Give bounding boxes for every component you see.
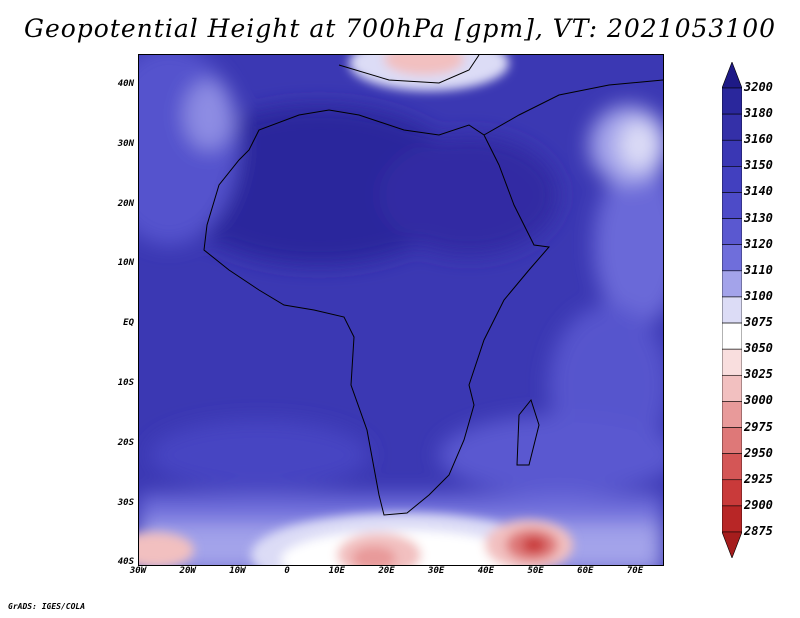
colorbar-level-label: 3130	[744, 210, 773, 225]
colorbar-swatch	[722, 166, 742, 193]
lon-label: 0	[284, 566, 290, 576]
colorbar-swatch	[722, 401, 742, 428]
colorbar-swatch	[722, 113, 742, 141]
colorbar-swatch	[722, 479, 742, 507]
colorbar-swatch	[722, 531, 742, 558]
lat-label: EQ	[123, 318, 134, 329]
colorbar-level-label: 3025	[744, 367, 773, 382]
colorbar-swatch	[722, 192, 742, 219]
lat-label: 10N	[117, 258, 134, 269]
colorbar-level-label: 3180	[744, 106, 773, 121]
colorbar-level-label: 3050	[744, 341, 773, 356]
colorbar-level-label: 3100	[744, 288, 773, 303]
lon-label: 60E	[577, 566, 594, 576]
lat-label: 20N	[117, 198, 134, 209]
lon-label: 30E	[428, 566, 445, 576]
colorbar-level-label: 2975	[744, 419, 773, 434]
lon-label: 50E	[527, 566, 544, 576]
colorbar-level-label: 2950	[744, 445, 773, 460]
lon-label: 20E	[378, 566, 395, 576]
colorbar-swatch	[722, 505, 742, 533]
lat-label: 10S	[117, 378, 134, 388]
colorbar-level-label: 3075	[744, 315, 773, 330]
colorbar-level-label: 3150	[744, 158, 773, 173]
colorbar-level-label: 2925	[744, 471, 773, 486]
colorbar-swatch	[722, 427, 742, 454]
footer-credit: GrADS: IGES/COLA	[8, 602, 86, 611]
lat-label: 40S	[117, 557, 134, 568]
lon-label: 40E	[477, 566, 495, 576]
lon-label: 10E	[328, 566, 345, 576]
colorbar	[722, 62, 742, 558]
colorbar-level-label: 3160	[744, 132, 773, 147]
indian-ocean-band	[594, 165, 663, 325]
colorbar-swatch	[722, 348, 742, 376]
lon-label: 30W	[129, 566, 147, 576]
lon-label: 10W	[229, 566, 246, 576]
colorbar-swatch	[722, 139, 742, 167]
colorbar-swatch	[722, 453, 742, 481]
colorbar-swatch	[722, 270, 742, 298]
lat-label: 40N	[117, 79, 134, 89]
colorbar-level-label: 2875	[744, 524, 773, 538]
colorbar-swatch	[722, 62, 742, 89]
colorbar-level-label: 3000	[744, 393, 773, 408]
colorbar-level-label: 2900	[744, 497, 773, 512]
colorbar-swatch	[722, 322, 742, 350]
lat-label: 30S	[117, 497, 134, 508]
colorbar-swatch	[722, 87, 742, 115]
colorbar-level-label: 3140	[744, 184, 773, 199]
colorbar-level-label: 3120	[744, 236, 773, 251]
colorbar-level-label: 3110	[744, 262, 773, 277]
height-field	[139, 55, 663, 565]
colorbar-swatch	[722, 218, 742, 246]
lon-label: 70E	[626, 566, 644, 576]
colorbar-level-label: 3200	[744, 80, 773, 94]
colorbar-swatch	[722, 374, 742, 402]
colorbar-swatch	[722, 244, 742, 272]
lat-label: 30N	[117, 138, 134, 149]
colorbar-swatch	[722, 296, 742, 324]
lat-label: 20S	[117, 437, 134, 448]
coastlines	[203, 55, 663, 516]
map-panel	[138, 54, 664, 566]
map-title: Geopotential Height at 700hPa [gpm], VT:…	[23, 14, 777, 43]
lon-label: 20W	[179, 566, 196, 576]
